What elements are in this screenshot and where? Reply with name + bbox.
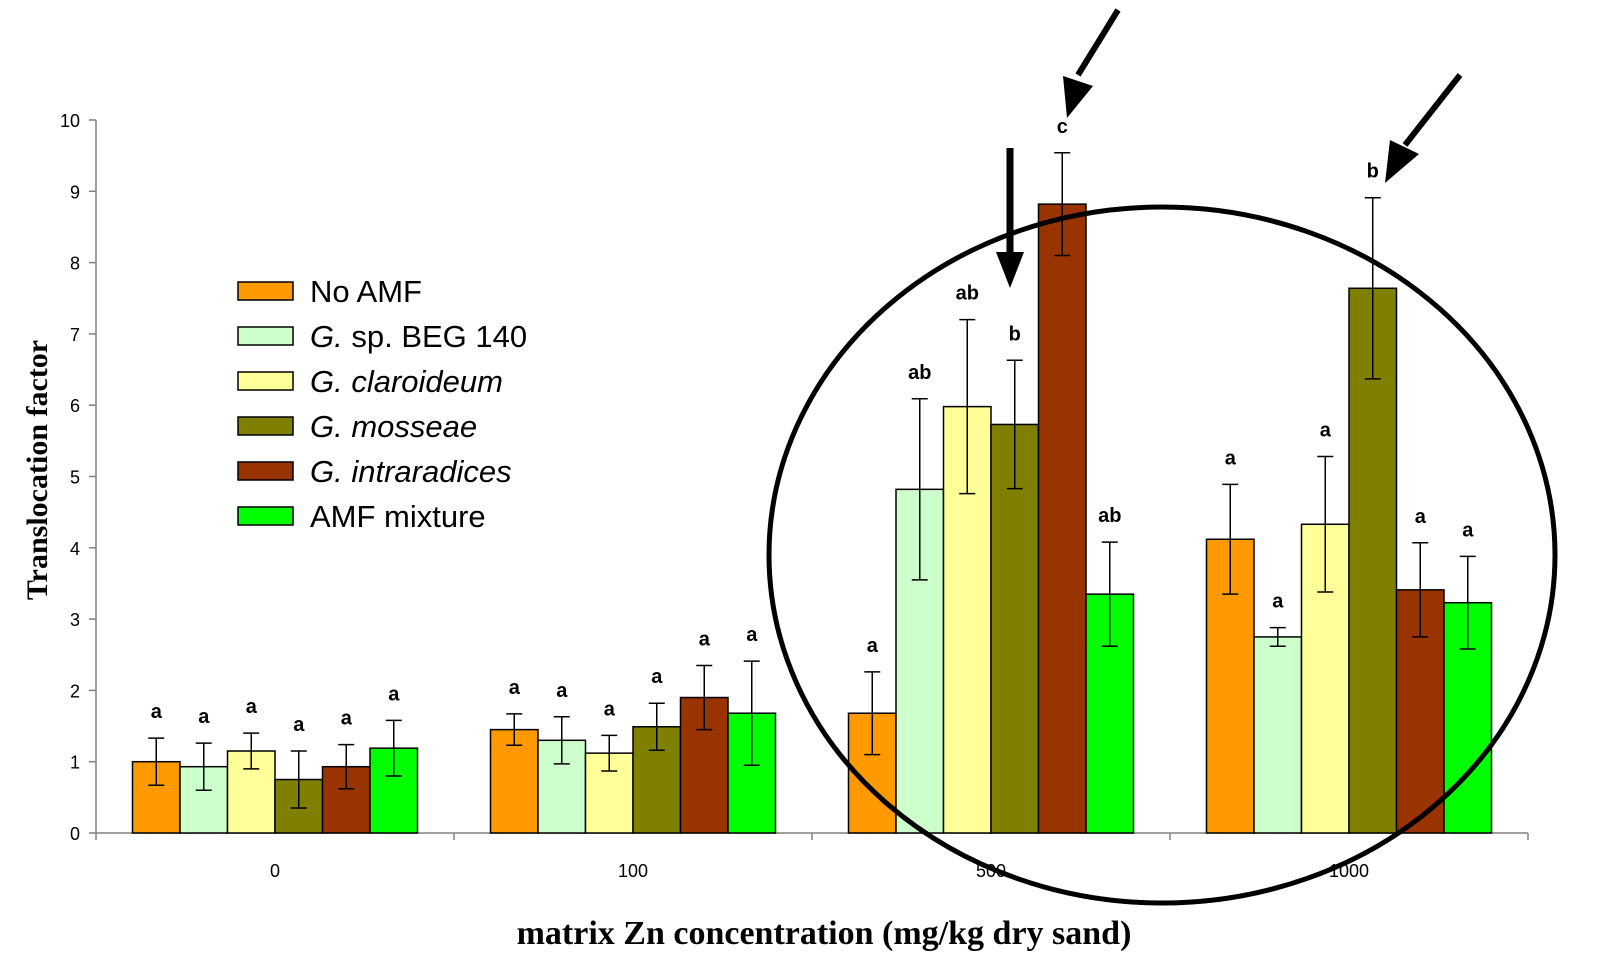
significance-letter: a (699, 628, 711, 650)
legend-label-part: sp. BEG 140 (343, 319, 527, 354)
legend-label: G. claroideum (310, 364, 503, 399)
legend: No AMF G. sp. BEG 140 G. claroideum G. moss… (237, 274, 527, 534)
significance-letter: a (867, 635, 879, 657)
significance-letter: a (293, 714, 305, 736)
significance-letter: b (1009, 323, 1021, 345)
y-tick-label: 7 (70, 325, 80, 345)
arrow-pointing-c-icon (1063, 8, 1121, 118)
bar (990, 423, 1040, 834)
significance-letter: a (1462, 519, 1474, 541)
significance-letter: ab (908, 362, 931, 384)
arrow-pointing-b-icon (1385, 73, 1463, 183)
significance-letter: a (556, 680, 568, 702)
y-tick-label: 0 (70, 824, 80, 844)
significance-letter: a (198, 706, 210, 728)
significance-letter: a (1415, 506, 1427, 528)
y-tick-label: 2 (70, 681, 80, 701)
significance-letter: ab (1098, 505, 1121, 527)
y-tick-label: 10 (60, 111, 80, 131)
significance-letter: a (341, 708, 353, 730)
significance-letter: b (1367, 161, 1379, 183)
legend-label: AMF mixture (310, 499, 486, 534)
arrow-pointing-down-icon (996, 148, 1024, 288)
significance-letter: a (1225, 447, 1237, 469)
x-tick-label: 1000 (1329, 861, 1369, 881)
bar (1253, 636, 1303, 834)
error-bars-layer (148, 152, 1476, 809)
x-tick-label: 0 (270, 861, 280, 881)
significance-letter: a (388, 683, 400, 705)
bar (1037, 203, 1087, 834)
y-tick-label: 5 (70, 468, 80, 488)
significance-letter: a (604, 698, 616, 720)
y-tick-label: 6 (70, 396, 80, 416)
significance-letter: a (1320, 420, 1332, 442)
significance-letter: a (246, 696, 258, 718)
y-tick-label: 1 (70, 753, 80, 773)
y-tick-label: 8 (70, 254, 80, 274)
legend-label-part: G. intraradices (310, 454, 512, 489)
y-tick-label: 4 (70, 539, 80, 559)
legend-label: G. sp. BEG 140 (310, 319, 527, 354)
legend-label-part: No AMF (310, 274, 422, 309)
significance-letter: c (1057, 116, 1068, 138)
legend-swatch (237, 326, 294, 346)
legend-label: No AMF (310, 274, 422, 309)
highlight-annotations (766, 8, 1558, 906)
y-tick-label: 9 (70, 182, 80, 202)
significance-letter: a (1272, 591, 1284, 613)
legend-swatch (237, 371, 294, 391)
significance-letter: a (651, 666, 663, 688)
significance-letter: a (151, 701, 163, 723)
legend-swatch (237, 506, 294, 526)
y-tick-label: 3 (70, 610, 80, 630)
legend-label: G. mosseae (310, 409, 477, 444)
y-axis-label: Translocation factor (21, 340, 54, 600)
significance-letter: ab (956, 283, 979, 305)
legend-swatch (237, 281, 294, 301)
x-tick-label: 100 (618, 861, 648, 881)
significance-letter: a (746, 624, 758, 646)
legend-label: G. intraradices (310, 454, 512, 489)
y-axis-title: Translocation factor (21, 340, 54, 600)
legend-swatch (237, 416, 294, 436)
legend-label-part: G. mosseae (310, 409, 477, 444)
highlight-ellipse (766, 204, 1558, 906)
x-axis-label: matrix Zn concentration (mg/kg dry sand) (517, 915, 1132, 952)
legend-label-part: AMF mixture (310, 499, 486, 534)
legend-label-part: G. claroideum (310, 364, 503, 399)
legend-label-part: G. (310, 319, 343, 354)
significance-letter: a (509, 677, 521, 699)
legend-swatch (237, 461, 294, 481)
